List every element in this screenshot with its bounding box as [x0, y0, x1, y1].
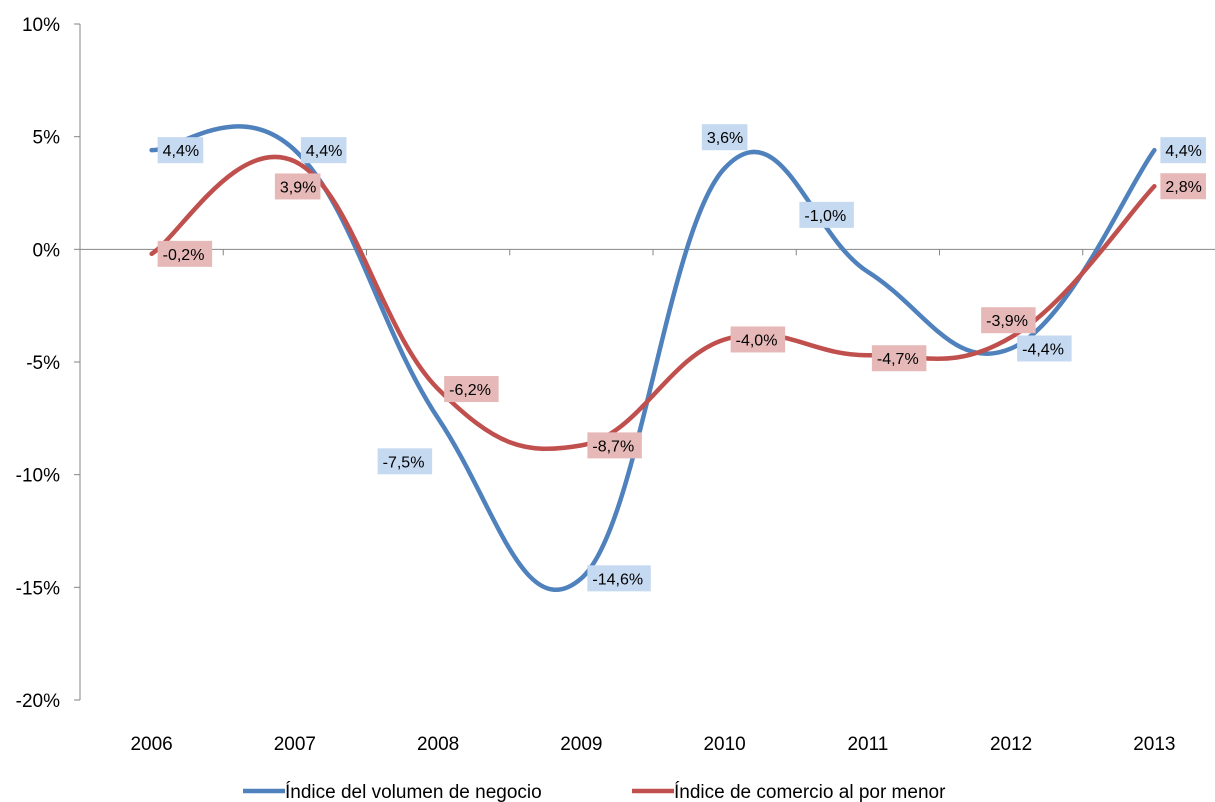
- data-label-bg: [730, 326, 786, 353]
- data-label: 4,4%: [163, 143, 199, 160]
- x-tick-label: 2007: [274, 734, 316, 755]
- data-label-bg: [300, 137, 347, 164]
- data-label-bg: [1160, 173, 1206, 200]
- y-tick-label: 0%: [33, 240, 61, 261]
- x-tick-label: 2009: [560, 734, 602, 755]
- series-line-1: [149, 154, 1157, 452]
- data-label: 4,4%: [306, 143, 342, 160]
- series-lines: [149, 124, 1157, 593]
- y-tick-label: -10%: [16, 466, 60, 487]
- y-tick-label: -15%: [16, 578, 60, 599]
- data-label-bg: [981, 307, 1036, 334]
- data-label-bg: [701, 124, 748, 151]
- y-tick-label: -5%: [26, 353, 60, 374]
- legend: Índice del volumen de negocio Índice de c…: [243, 782, 946, 802]
- data-label: -8,7%: [592, 438, 634, 455]
- data-label-bg: [1160, 137, 1206, 164]
- data-label-bg: [274, 173, 321, 200]
- y-tick-label: 5%: [33, 128, 61, 149]
- data-label: -7,5%: [383, 454, 425, 471]
- data-labels: 4,4% 4,4% -7,5% -14,6% 3,6% -1,0% -4,4% 4,4% -0,…: [157, 124, 1206, 592]
- x-tick-label: 2013: [1133, 734, 1175, 755]
- data-label-bg: [157, 240, 213, 267]
- x-tick-label: 2010: [703, 734, 745, 755]
- data-label-bg: [377, 448, 433, 475]
- y-tick-label: -20%: [16, 691, 60, 712]
- y-tick-label: 10%: [22, 15, 60, 36]
- x-tick-label: 2012: [990, 734, 1032, 755]
- data-label: -4,0%: [736, 332, 778, 349]
- data-label-bg: [587, 565, 651, 592]
- data-label-bg: [1017, 335, 1072, 362]
- data-label-bg: [444, 376, 499, 403]
- x-tick-label: 2008: [417, 734, 459, 755]
- legend-label: Índice del volumen de negocio: [285, 782, 542, 802]
- data-label: 2,8%: [1165, 179, 1201, 196]
- data-label-bg: [587, 432, 642, 459]
- legend-label: Índice de comercio al por menor: [674, 782, 946, 802]
- data-label-bg: [871, 345, 927, 372]
- data-label-bg: [157, 137, 204, 164]
- data-label: 3,9%: [280, 179, 316, 196]
- data-label: -0,2%: [163, 247, 205, 264]
- data-label: -4,7%: [877, 351, 919, 368]
- x-tick-label: 2011: [847, 734, 888, 755]
- y-axis: 10% 5% 0% -5% -10% -15% -20%: [16, 15, 81, 712]
- data-label: -6,2%: [449, 382, 491, 399]
- data-label: -14,6%: [592, 571, 643, 588]
- data-label: -4,4%: [1022, 341, 1064, 358]
- data-label: -1,0%: [804, 208, 846, 225]
- data-label: 4,4%: [1165, 143, 1201, 160]
- x-axis: 2006 2007 2008 2009 2010 2011 2012 2013: [79, 248, 1215, 755]
- data-label-bg: [799, 201, 854, 228]
- data-label: 3,6%: [707, 130, 743, 147]
- x-tick-label: 2006: [130, 734, 172, 755]
- data-label: -3,9%: [986, 313, 1028, 330]
